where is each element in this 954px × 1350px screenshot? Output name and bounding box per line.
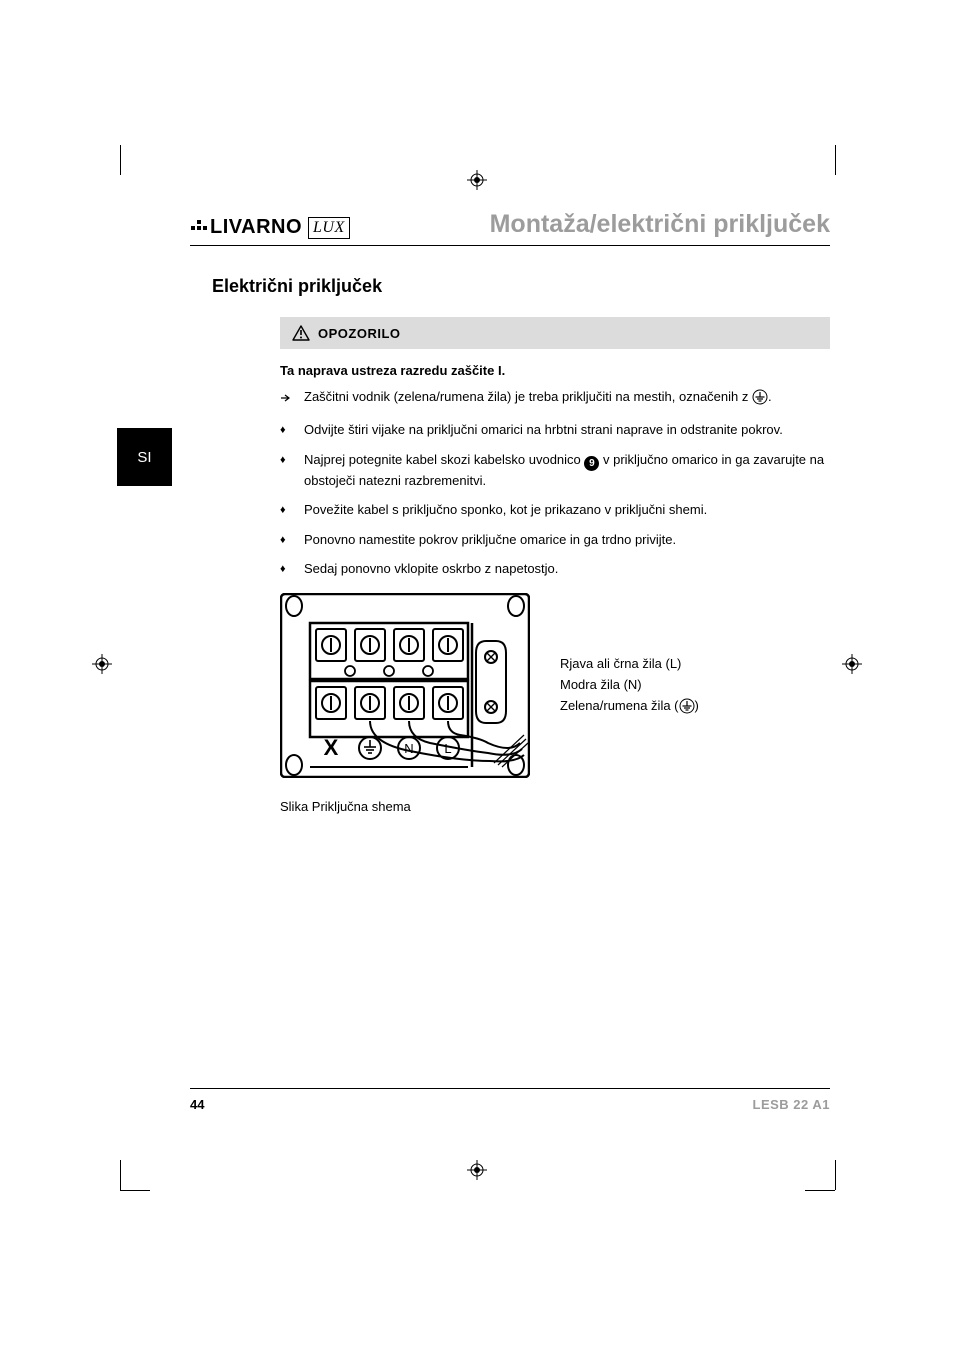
bullet-text: Odvijte štiri vijake na priključni omari… — [304, 420, 830, 440]
figure-caption: Slika Priključna shema — [280, 799, 830, 814]
wire-legend: Rjava ali črna žila (L) Modra žila (N) Z… — [560, 654, 699, 720]
arrow-icon — [280, 387, 294, 411]
content-area: LIVARNO LUX Montaža/električni priključe… — [190, 210, 830, 814]
legend-pe-post: ) — [695, 698, 699, 713]
page: SI LIVARNO LUX Montaža/električni priklj… — [0, 0, 954, 1350]
legend-pe-pre: Zelena/rumena žila ( — [560, 698, 679, 713]
registration-mark-left — [92, 654, 112, 674]
bullet-text: Povežite kabel s priključno sponko, kot … — [304, 500, 830, 520]
header-row: LIVARNO LUX Montaža/električni priključe… — [190, 210, 830, 246]
page-section-title: Montaža/električni priključek — [490, 210, 830, 239]
svg-text:L: L — [444, 741, 451, 756]
svg-text:X: X — [324, 735, 339, 760]
diamond-icon: ♦ — [280, 420, 294, 440]
section-heading: Električni priključek — [212, 276, 830, 297]
diamond-icon: ♦ — [280, 530, 294, 550]
bullet-text: Najprej potegnite kabel skozi kabelsko u… — [304, 450, 830, 491]
diamond-bullet: ♦ Sedaj ponovno vklopite oskrbo z napetos… — [280, 559, 830, 579]
diamond-icon: ♦ — [280, 559, 294, 579]
warning-box: OPOZORILO — [280, 317, 830, 349]
warning-triangle-icon — [292, 325, 310, 341]
registration-mark-top — [467, 170, 487, 190]
arrow-text: Zaščitni vodnik (zelena/rumena žila) je … — [304, 387, 830, 411]
brand-name: LIVARNO — [210, 216, 302, 239]
registration-mark-right — [842, 654, 862, 674]
legend-pe: Zelena/rumena žila ( ) — [560, 696, 699, 721]
reference-number-icon: 9 — [584, 456, 599, 471]
diamond-bullet: ♦ Povežite kabel s priključno sponko, kot… — [280, 500, 830, 520]
diamond-bullet: ♦ Odvijte štiri vijake na priključni omar… — [280, 420, 830, 440]
page-number: 44 — [190, 1097, 204, 1112]
figure-row: X N L — [280, 593, 830, 783]
body-text: Ta naprava ustreza razredu zaščite I. Za… — [280, 361, 830, 579]
bullet-text: Ponovno namestite pokrov priključne omar… — [304, 530, 830, 550]
ground-symbol-icon — [752, 389, 768, 411]
legend-n: Modra žila (N) — [560, 675, 699, 696]
bullet-text: Sedaj ponovno vklopite oskrbo z napetost… — [304, 559, 830, 579]
footer: 44 LESB 22 A1 — [190, 1088, 830, 1112]
ground-symbol-icon — [679, 698, 695, 721]
registration-mark-bottom — [467, 1160, 487, 1180]
model-number: LESB 22 A1 — [753, 1097, 831, 1112]
brand-dots-icon — [190, 216, 208, 239]
legend-l: Rjava ali črna žila (L) — [560, 654, 699, 675]
brand-suffix: LUX — [308, 217, 350, 239]
intro-bold: Ta naprava ustreza razredu zaščite I. — [280, 361, 830, 381]
wiring-diagram-icon: X N L — [280, 593, 530, 783]
brand-logo: LIVARNO LUX — [190, 216, 350, 239]
diamond-icon: ♦ — [280, 500, 294, 520]
arrow-text-post: . — [768, 389, 772, 404]
diamond-icon: ♦ — [280, 450, 294, 491]
arrow-text-pre: Zaščitni vodnik (zelena/rumena žila) je … — [304, 389, 752, 404]
warning-label: OPOZORILO — [318, 326, 401, 341]
language-tab: SI — [117, 428, 172, 486]
diamond-bullet: ♦ Ponovno namestite pokrov priključne oma… — [280, 530, 830, 550]
diamond-bullet: ♦Najprej potegnite kabel skozi kabelsko … — [280, 450, 830, 491]
svg-text:N: N — [404, 741, 413, 756]
arrow-bullet: Zaščitni vodnik (zelena/rumena žila) je … — [280, 387, 830, 411]
